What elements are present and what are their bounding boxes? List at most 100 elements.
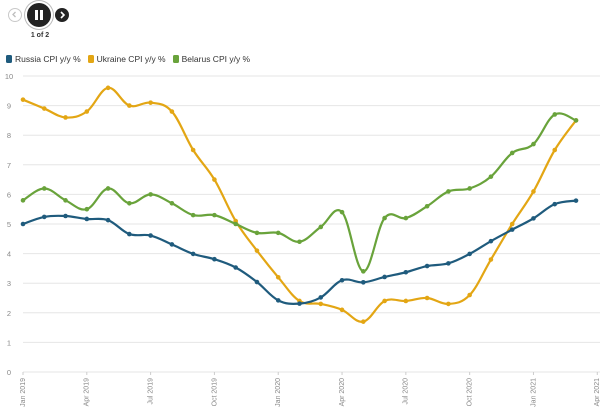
- legend-label-belarus: Belarus CPI y/y %: [181, 54, 251, 64]
- data-point-ukraine: [254, 248, 260, 253]
- previous-button[interactable]: [8, 8, 22, 22]
- data-point-ukraine: [552, 147, 558, 153]
- data-point-russia: [424, 263, 430, 269]
- x-tick-label: Apr 2019: [84, 378, 91, 407]
- legend-swatch-belarus: [172, 55, 179, 63]
- data-point-belarus: [84, 206, 90, 212]
- data-point-ukraine: [41, 106, 47, 111]
- data-point-belarus: [63, 198, 68, 203]
- data-point-ukraine: [339, 307, 345, 313]
- data-point-belarus: [233, 221, 238, 227]
- next-button[interactable]: [55, 8, 69, 22]
- data-point-belarus: [446, 189, 451, 194]
- data-point-belarus: [297, 239, 302, 245]
- data-point-belarus: [190, 212, 196, 218]
- data-point-russia: [403, 269, 409, 275]
- data-point-ukraine: [424, 295, 430, 301]
- pause-button[interactable]: [27, 3, 51, 27]
- data-point-belarus: [488, 174, 494, 179]
- data-point-russia: [63, 213, 68, 219]
- legend-label-russia: Russia CPI y/y %: [15, 54, 81, 64]
- legend-item-ukraine[interactable]: Ukraine CPI y/y %: [87, 54, 166, 64]
- data-point-belarus: [531, 141, 536, 147]
- data-point-ukraine: [488, 257, 494, 262]
- data-point-ukraine: [467, 292, 472, 298]
- data-point-ukraine: [509, 221, 515, 227]
- data-point-ukraine: [20, 97, 26, 102]
- data-point-ukraine: [63, 115, 68, 120]
- legend-item-russia[interactable]: Russia CPI y/y %: [6, 54, 81, 64]
- data-point-ukraine: [361, 319, 366, 324]
- x-tick-label: Oct 2019: [211, 378, 218, 407]
- data-point-belarus: [382, 215, 387, 221]
- data-point-ukraine: [127, 103, 132, 108]
- data-point-russia: [275, 298, 281, 303]
- data-point-belarus: [573, 118, 579, 123]
- data-point-belarus: [41, 186, 47, 191]
- data-point-belarus: [212, 212, 217, 218]
- data-point-ukraine: [148, 100, 153, 105]
- data-point-belarus: [509, 150, 515, 156]
- x-tick-label: Apr 2021: [594, 378, 600, 407]
- data-point-belarus: [148, 192, 153, 197]
- data-point-russia: [254, 279, 260, 285]
- data-point-ukraine: [275, 274, 281, 280]
- x-tick-label: Apr 2020: [339, 378, 346, 407]
- data-point-belarus: [318, 224, 324, 230]
- legend-item-belarus[interactable]: Belarus CPI y/y %: [172, 54, 251, 64]
- y-tick-label: 10: [5, 72, 13, 81]
- y-tick-label: 7: [7, 161, 11, 170]
- data-point-ukraine: [212, 177, 217, 182]
- data-point-russia: [573, 198, 579, 203]
- data-point-ukraine: [105, 85, 111, 91]
- data-point-russia: [488, 238, 494, 244]
- pause-icon: [35, 10, 43, 20]
- data-point-russia: [361, 280, 366, 285]
- data-point-belarus: [105, 186, 111, 191]
- data-point-russia: [148, 233, 153, 238]
- data-point-ukraine: [169, 109, 175, 114]
- data-point-russia: [41, 214, 47, 220]
- chevron-left-icon: [12, 11, 16, 18]
- data-point-belarus: [361, 269, 366, 274]
- y-tick-label: 3: [7, 279, 11, 288]
- data-point-belarus: [169, 200, 175, 206]
- data-point-belarus: [403, 215, 409, 221]
- data-point-belarus: [339, 209, 345, 215]
- data-point-russia: [552, 201, 558, 207]
- data-point-russia: [531, 216, 536, 221]
- data-point-belarus: [127, 200, 132, 206]
- legend-swatch-russia: [6, 55, 12, 63]
- chart-legend: Russia CPI y/y % Ukraine CPI y/y % Belar…: [6, 52, 257, 66]
- data-point-russia: [318, 295, 324, 300]
- data-point-ukraine: [531, 189, 536, 194]
- data-point-russia: [467, 251, 472, 257]
- data-point-russia: [446, 261, 451, 266]
- data-point-russia: [509, 227, 515, 232]
- data-point-belarus: [424, 203, 430, 209]
- series-line-russia: [22, 199, 577, 305]
- data-point-russia: [127, 231, 132, 237]
- data-point-russia: [297, 301, 302, 306]
- data-point-belarus: [275, 230, 281, 236]
- playback-controls: 1 of 2: [0, 0, 90, 44]
- y-tick-label: 9: [7, 102, 11, 111]
- data-point-ukraine: [446, 301, 451, 307]
- data-point-belarus: [254, 230, 260, 236]
- data-point-russia: [233, 265, 238, 270]
- data-point-ukraine: [382, 298, 387, 304]
- y-tick-label: 1: [7, 338, 11, 347]
- data-point-ukraine: [190, 147, 196, 153]
- y-tick-label: 5: [7, 220, 11, 229]
- data-point-belarus: [552, 112, 558, 117]
- y-tick-label: 4: [7, 250, 11, 259]
- chevron-right-icon: [60, 11, 66, 19]
- data-point-ukraine: [318, 301, 324, 307]
- data-point-russia: [382, 274, 387, 280]
- y-tick-label: 6: [7, 190, 11, 199]
- legend-label-ukraine: Ukraine CPI y/y %: [96, 54, 166, 64]
- data-point-belarus: [20, 198, 26, 203]
- data-point-ukraine: [84, 109, 90, 114]
- data-point-belarus: [467, 186, 472, 191]
